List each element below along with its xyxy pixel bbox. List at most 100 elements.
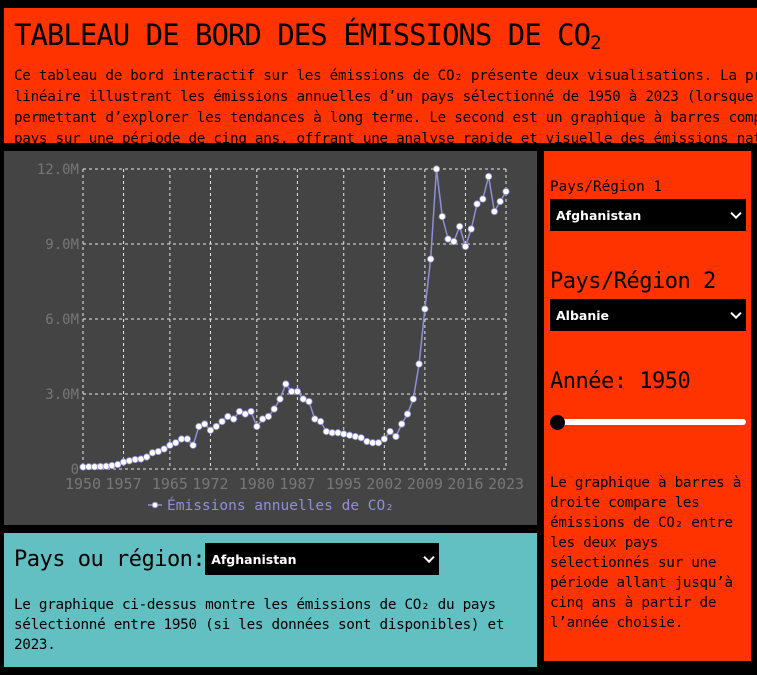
data-point	[183, 435, 191, 443]
data-point	[154, 447, 162, 456]
data-point	[432, 165, 441, 173]
data-point	[212, 422, 220, 431]
x-tick-label: 2002	[366, 475, 402, 493]
data-point	[334, 429, 342, 437]
data-point	[305, 397, 313, 406]
emissions-line-chart[interactable]: 1950 1957 1965 1972 1980 1987 1995 2002 2009 2016…	[4, 151, 537, 525]
data-point	[496, 197, 504, 206]
y-tick-label: 6.0M	[45, 312, 79, 328]
chevron-down-icon	[730, 207, 742, 220]
data-point	[282, 380, 290, 388]
data-point	[374, 439, 383, 447]
data-point	[409, 395, 417, 403]
data-point	[340, 430, 348, 438]
year-label: Année: 1950	[550, 369, 691, 394]
data-point	[224, 412, 232, 421]
data-point	[438, 212, 446, 221]
data-point	[427, 255, 435, 263]
data-point	[363, 437, 371, 446]
description-line: permettant d’explorer les tendances à lo…	[14, 110, 757, 126]
data-point	[195, 422, 203, 431]
country-select-value: Afghanistan	[211, 551, 297, 567]
data-point	[316, 417, 325, 426]
x-tick-label: 1950	[65, 475, 101, 493]
data-point	[114, 460, 122, 469]
x-tick-label: 2009	[407, 475, 443, 493]
data-point	[415, 360, 423, 368]
data-point	[450, 237, 458, 246]
data-point	[270, 405, 278, 413]
year-slider-handle[interactable]	[550, 415, 565, 430]
x-tick-label: 1965	[152, 475, 188, 493]
country-info-panel: Pays ou région: Afghanistan Le graphique…	[4, 533, 537, 667]
x-tick-label: 1972	[192, 475, 228, 493]
legend-marker-icon	[151, 501, 159, 509]
data-point	[485, 172, 493, 181]
data-point	[108, 461, 116, 470]
country2-select-value: Albanie	[556, 307, 610, 323]
data-point	[502, 187, 510, 196]
chart-description: Le graphique ci-dessus montre les émissi…	[14, 597, 505, 653]
data-point	[293, 387, 301, 396]
data-point	[467, 225, 475, 233]
country1-select[interactable]: Afghanistan	[550, 199, 746, 231]
legend-label: Émissions annuelles de CO₂	[167, 497, 394, 514]
data-point	[119, 458, 128, 466]
chevron-down-icon	[730, 307, 742, 320]
data-point	[322, 427, 330, 436]
data-point	[247, 407, 255, 416]
country-select-label: Pays ou région:	[14, 546, 206, 572]
data-point	[166, 441, 174, 449]
data-point	[276, 395, 284, 403]
y-tick-label: 12.0M	[37, 162, 79, 178]
data-point	[102, 462, 110, 470]
data-point	[125, 457, 133, 465]
description-line: linéaire illustrant les émissions annuel…	[14, 89, 757, 105]
line-chart-panel: 1950 1957 1965 1972 1980 1987 1995 2002 2009 2016…	[4, 151, 537, 525]
country1-select-value: Afghanistan	[556, 207, 642, 223]
data-point	[479, 195, 487, 203]
header-banner: TABLEAU DE BORD DES ÉMISSIONS DE CO2 Ce …	[4, 8, 757, 143]
data-point	[160, 445, 168, 453]
data-point	[456, 222, 464, 231]
x-tick-label: 2016	[447, 475, 483, 493]
x-tick-label: 1957	[105, 475, 141, 493]
x-tick-label: 1987	[279, 475, 315, 493]
country2-select[interactable]: Albanie	[550, 299, 746, 331]
data-point	[392, 432, 400, 441]
data-point	[473, 200, 481, 208]
data-point	[461, 242, 470, 251]
data-point	[264, 412, 273, 421]
y-tick-label: 3.0M	[45, 387, 79, 403]
data-point	[421, 305, 429, 313]
data-point	[230, 415, 238, 423]
data-point	[386, 427, 394, 436]
data-point	[143, 453, 151, 461]
data-point	[357, 434, 365, 442]
data-point	[345, 431, 354, 439]
description-line: pays sur une période de cinq ans, offran…	[14, 131, 757, 143]
country1-label: Pays/Région 1	[550, 179, 662, 195]
chevron-down-icon	[423, 551, 435, 564]
data-point	[241, 410, 249, 418]
y-tick-label: 0	[71, 462, 79, 478]
year-slider-track[interactable]	[552, 419, 746, 425]
data-point	[311, 415, 319, 423]
page-description: Ce tableau de bord interactif sur les ém…	[14, 66, 757, 143]
data-point	[148, 449, 157, 457]
data-point	[444, 235, 452, 243]
data-point	[218, 417, 226, 426]
data-point	[403, 410, 412, 418]
x-tick-label: 2023	[488, 475, 524, 493]
data-point	[206, 426, 215, 434]
x-tick-label: 1980	[239, 475, 275, 493]
data-point	[398, 420, 406, 428]
data-point	[351, 432, 359, 441]
data-point	[189, 441, 197, 449]
data-point	[172, 439, 180, 447]
data-point	[253, 422, 261, 431]
x-tick-label: 1995	[326, 475, 362, 493]
data-point	[490, 207, 499, 216]
data-point	[201, 420, 209, 428]
country-select[interactable]: Afghanistan	[205, 543, 440, 575]
